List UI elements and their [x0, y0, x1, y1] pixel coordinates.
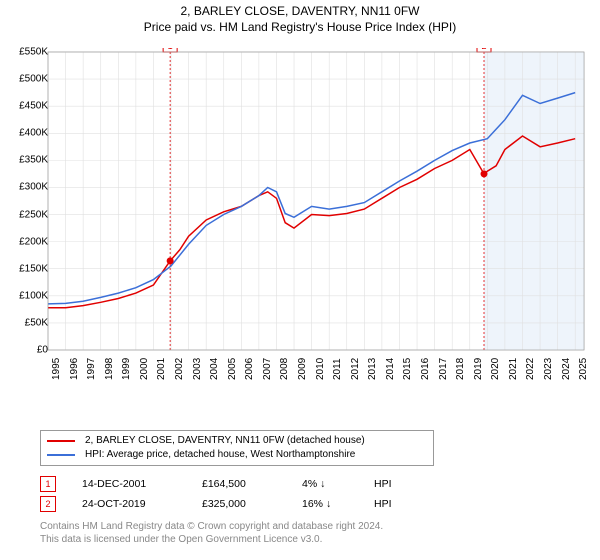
legend-label: HPI: Average price, detached house, West… [85, 448, 355, 462]
xtick-label: 2019 [473, 358, 484, 380]
sale-delta: 16% ↓ [302, 498, 374, 510]
ytick-label: £0 [4, 345, 48, 356]
svg-text:1: 1 [168, 48, 173, 51]
ytick-label: £100K [4, 290, 48, 301]
xtick-label: 2025 [578, 358, 589, 380]
xtick-label: 1995 [51, 358, 62, 380]
ytick-label: £150K [4, 263, 48, 274]
xtick-label: 2022 [525, 358, 536, 380]
sale-vs-hpi: HPI [374, 478, 434, 490]
chart-area: 12 [40, 48, 588, 388]
sale-date: 24-OCT-2019 [82, 498, 202, 510]
xtick-label: 2024 [561, 358, 572, 380]
sale-date: 14-DEC-2001 [82, 478, 202, 490]
xtick-label: 2013 [367, 358, 378, 380]
legend-swatch [47, 454, 75, 456]
xtick-label: 2011 [332, 358, 343, 380]
ytick-label: £400K [4, 128, 48, 139]
legend-row-hpi: HPI: Average price, detached house, West… [47, 448, 427, 462]
chart-svg: 12 [40, 48, 588, 388]
xtick-label: 2005 [227, 358, 238, 380]
xtick-label: 2001 [156, 358, 167, 380]
xtick-label: 1998 [104, 358, 115, 380]
xtick-label: 2016 [420, 358, 431, 380]
xtick-label: 2004 [209, 358, 220, 380]
footer: Contains HM Land Registry data © Crown c… [40, 520, 383, 546]
ytick-label: £200K [4, 236, 48, 247]
ytick-label: £300K [4, 182, 48, 193]
xtick-label: 2015 [402, 358, 413, 380]
xtick-label: 2023 [543, 358, 554, 380]
sales-table: 1 14-DEC-2001 £164,500 4% ↓ HPI 2 24-OCT… [40, 474, 434, 514]
legend-label: 2, BARLEY CLOSE, DAVENTRY, NN11 0FW (det… [85, 434, 365, 448]
xtick-label: 2020 [490, 358, 501, 380]
xtick-label: 1997 [86, 358, 97, 380]
xtick-label: 2010 [315, 358, 326, 380]
footer-line-1: Contains HM Land Registry data © Crown c… [40, 520, 383, 533]
xtick-label: 2000 [139, 358, 150, 380]
xtick-label: 1996 [69, 358, 80, 380]
legend: 2, BARLEY CLOSE, DAVENTRY, NN11 0FW (det… [40, 430, 434, 466]
xtick-label: 2002 [174, 358, 185, 380]
footer-line-2: This data is licensed under the Open Gov… [40, 533, 383, 546]
xtick-label: 2017 [438, 358, 449, 380]
ytick-label: £550K [4, 47, 48, 58]
sale-marker-icon: 2 [40, 496, 56, 512]
sale-delta: 4% ↓ [302, 478, 374, 490]
xtick-label: 2007 [262, 358, 273, 380]
sale-price: £325,000 [202, 498, 302, 510]
ytick-label: £350K [4, 155, 48, 166]
xtick-label: 2012 [350, 358, 361, 380]
sales-row-1: 1 14-DEC-2001 £164,500 4% ↓ HPI [40, 474, 434, 494]
chart-title-block: 2, BARLEY CLOSE, DAVENTRY, NN11 0FW Pric… [0, 0, 600, 34]
xtick-label: 2018 [455, 358, 466, 380]
legend-swatch [47, 440, 75, 442]
xtick-label: 2009 [297, 358, 308, 380]
ytick-label: £50K [4, 317, 48, 328]
legend-row-property: 2, BARLEY CLOSE, DAVENTRY, NN11 0FW (det… [47, 434, 427, 448]
chart-subtitle: Price paid vs. HM Land Registry's House … [0, 20, 600, 34]
xtick-label: 2021 [508, 358, 519, 380]
sale-marker-icon: 1 [40, 476, 56, 492]
ytick-label: £450K [4, 101, 48, 112]
xtick-label: 1999 [121, 358, 132, 380]
chart-title: 2, BARLEY CLOSE, DAVENTRY, NN11 0FW [0, 4, 600, 18]
svg-text:2: 2 [481, 48, 486, 51]
ytick-label: £250K [4, 209, 48, 220]
ytick-label: £500K [4, 74, 48, 85]
sale-vs-hpi: HPI [374, 498, 434, 510]
xtick-label: 2008 [279, 358, 290, 380]
xtick-label: 2003 [192, 358, 203, 380]
sales-row-2: 2 24-OCT-2019 £325,000 16% ↓ HPI [40, 494, 434, 514]
xtick-label: 2006 [244, 358, 255, 380]
xtick-label: 2014 [385, 358, 396, 380]
sale-price: £164,500 [202, 478, 302, 490]
